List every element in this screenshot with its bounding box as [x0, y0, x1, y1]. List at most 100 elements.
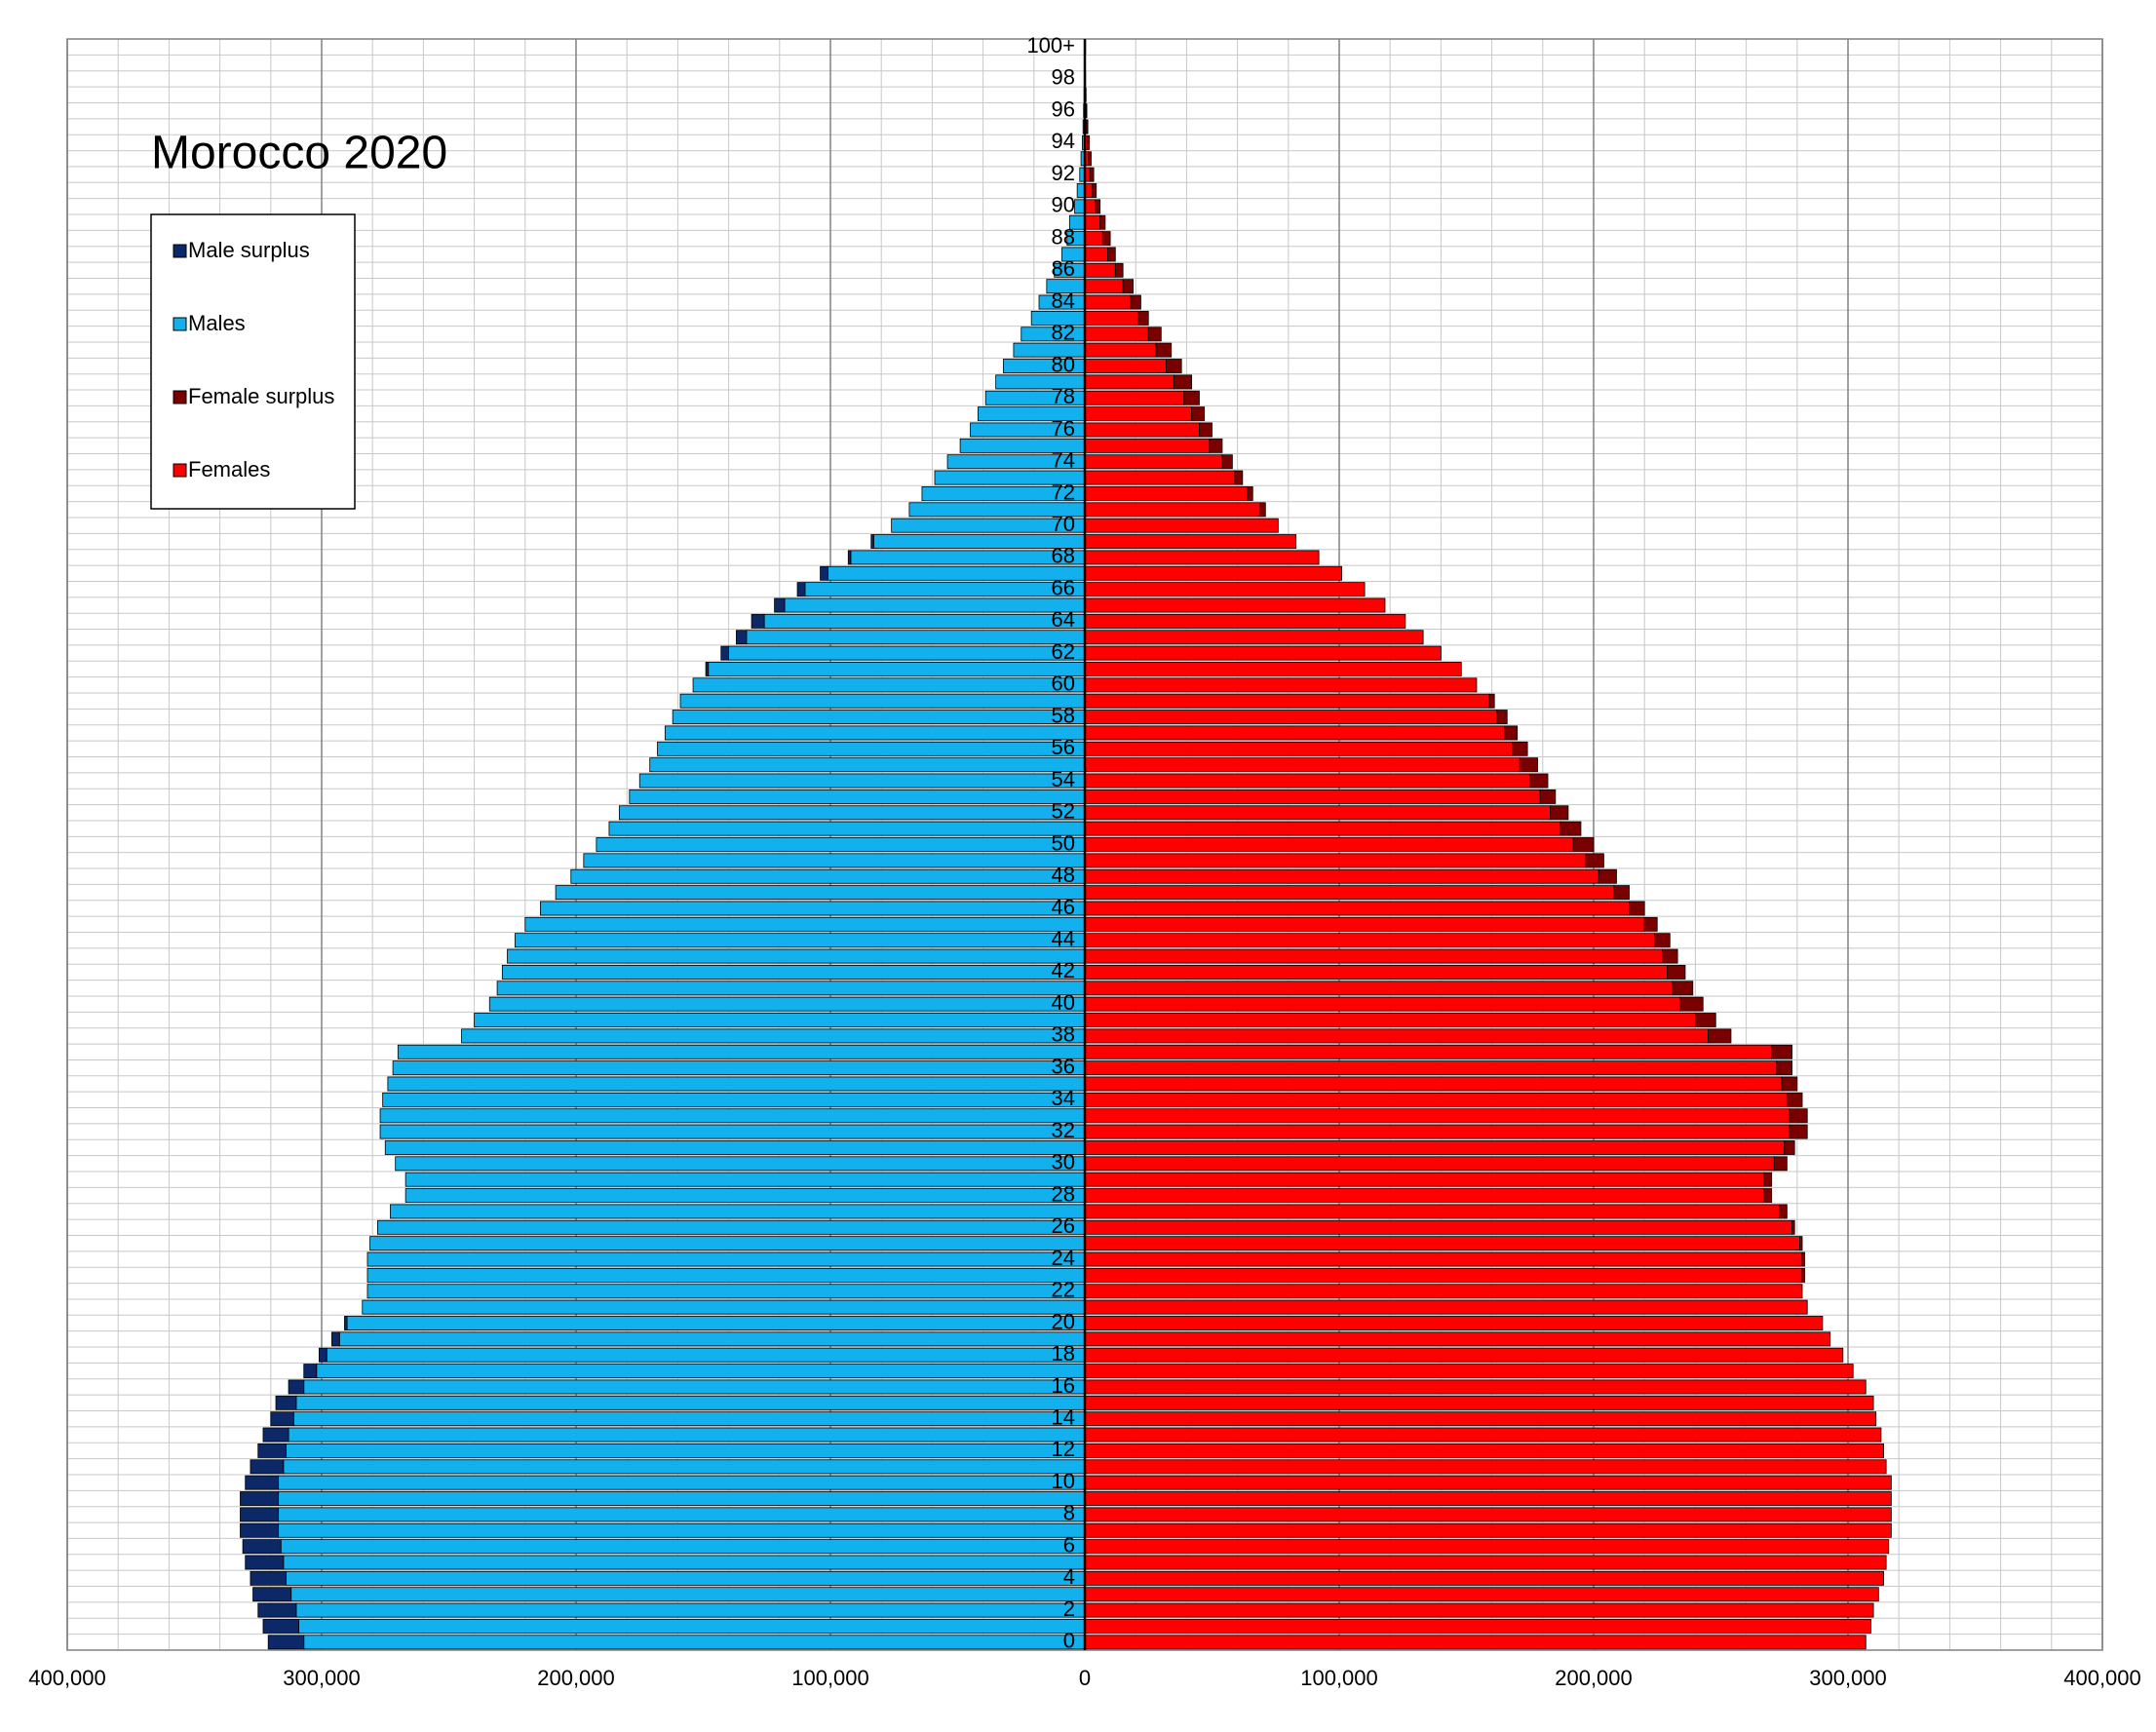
female-surplus-bar: [1550, 805, 1569, 821]
female-surplus-bar: [1791, 1219, 1795, 1235]
male-surplus-bar: [720, 645, 730, 661]
female-bar: [1084, 454, 1223, 470]
female-bar: [1084, 1443, 1884, 1458]
female-bar: [1084, 470, 1236, 485]
y-tick-label: 72: [1052, 480, 1075, 504]
y-tick-label: 4: [1063, 1564, 1075, 1589]
female-bar: [1084, 1379, 1867, 1395]
female-surplus-bar: [1519, 757, 1538, 773]
female-surplus-bar: [1654, 933, 1671, 948]
male-bar: [474, 1013, 1086, 1027]
female-surplus-bar: [1763, 1172, 1773, 1187]
male-surplus-bar: [245, 1555, 285, 1570]
female-bar: [1084, 1188, 1765, 1203]
y-tick-label: 60: [1052, 672, 1075, 696]
y-tick-label: 74: [1052, 448, 1075, 473]
y-tick-label: 80: [1052, 352, 1075, 376]
male-bar: [366, 1251, 1086, 1267]
male-bar: [292, 1411, 1086, 1427]
female-bar: [1084, 933, 1656, 948]
male-bar: [278, 1522, 1086, 1538]
female-bar: [1084, 1459, 1887, 1475]
female-surplus-bar: [1092, 183, 1097, 198]
female-bar: [1084, 262, 1116, 278]
male-bar: [404, 1188, 1086, 1203]
female-bar: [1084, 853, 1587, 868]
y-tick-label: 46: [1052, 895, 1075, 919]
male-bar: [303, 1635, 1086, 1650]
female-bar: [1084, 1411, 1877, 1427]
female-bar: [1084, 279, 1124, 294]
female-bar: [1084, 1219, 1792, 1235]
male-bar: [390, 1204, 1086, 1219]
female-surplus-bar: [1166, 359, 1182, 373]
male-bar: [583, 853, 1086, 868]
female-bar: [1084, 821, 1561, 836]
female-surplus-bar: [1789, 1108, 1808, 1124]
female-bar: [1084, 773, 1531, 789]
female-bar: [1084, 868, 1599, 884]
female-surplus-bar: [1099, 214, 1106, 230]
male-bar: [295, 1602, 1086, 1618]
female-bar: [1084, 565, 1343, 581]
female-bar: [1084, 1236, 1800, 1251]
male-surplus-bar: [870, 534, 874, 549]
female-bar: [1084, 916, 1645, 932]
male-bar: [278, 1507, 1086, 1522]
male-bar: [346, 1316, 1086, 1330]
female-surplus-bar: [1221, 454, 1233, 470]
male-bar: [278, 1475, 1086, 1490]
female-surplus-bar: [1147, 327, 1162, 342]
male-surplus-bar: [245, 1475, 280, 1490]
y-tick-label: 32: [1052, 1118, 1075, 1142]
female-bar: [1084, 1284, 1803, 1299]
female-bar: [1084, 1204, 1780, 1219]
female-bar: [1084, 1299, 1808, 1315]
female-surplus-bar: [1496, 710, 1508, 725]
female-surplus-bar: [1784, 1140, 1795, 1155]
x-tick-label: 100,000: [1300, 1666, 1378, 1690]
female-surplus-bar: [1776, 1060, 1792, 1076]
female-surplus-bar: [1089, 167, 1095, 182]
male-bar: [827, 565, 1086, 581]
female-bar: [1084, 964, 1669, 980]
female-surplus-bar: [1763, 1188, 1773, 1203]
male-surplus-bar: [262, 1427, 289, 1443]
male-surplus-bar: [252, 1587, 292, 1602]
male-bar: [295, 1395, 1086, 1410]
female-surplus-bar: [1114, 262, 1124, 278]
legend-label: Male surplus: [188, 238, 310, 262]
female-bar: [1084, 645, 1442, 661]
female-surplus-bar: [1247, 486, 1253, 501]
x-tick-label: 300,000: [283, 1666, 361, 1690]
female-surplus-bar: [1667, 964, 1686, 980]
female-bar: [1084, 518, 1279, 533]
female-surplus-bar: [1771, 1044, 1792, 1059]
female-bar: [1084, 1156, 1775, 1172]
female-bar: [1084, 1267, 1803, 1283]
x-tick-label: 400,000: [28, 1666, 106, 1690]
y-tick-label: 34: [1052, 1086, 1075, 1110]
female-surplus-bar: [1598, 868, 1617, 884]
female-surplus-bar: [1087, 135, 1091, 150]
male-surplus-bar: [257, 1443, 287, 1458]
male-bar: [288, 1427, 1086, 1443]
female-bar: [1084, 199, 1096, 214]
male-bar: [570, 868, 1086, 884]
male-bar: [804, 582, 1086, 597]
female-surplus-bar: [1137, 310, 1149, 326]
male-bar: [326, 1347, 1086, 1363]
female-bar: [1084, 1635, 1867, 1650]
female-surplus-bar: [1107, 247, 1116, 262]
female-bar: [1084, 613, 1406, 629]
female-surplus-bar: [1512, 741, 1528, 756]
male-bar: [672, 710, 1086, 725]
female-surplus-bar: [1801, 1251, 1806, 1267]
y-tick-label: 88: [1052, 224, 1075, 249]
female-surplus-bar: [1209, 438, 1223, 453]
female-bar: [1084, 214, 1101, 230]
female-bar: [1084, 677, 1478, 693]
male-surplus-bar: [250, 1570, 287, 1586]
male-surplus-bar: [751, 613, 765, 629]
